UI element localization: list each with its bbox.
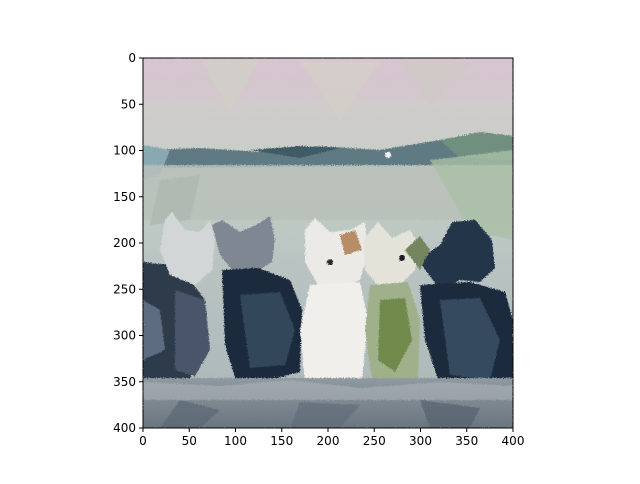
y-tick-label: 50 <box>121 97 136 111</box>
x-tick-label: 400 <box>502 434 525 448</box>
plot-image <box>143 58 513 428</box>
y-tick-label: 200 <box>113 236 136 250</box>
x-tick-label: 350 <box>455 434 478 448</box>
y-tick-label: 0 <box>128 51 136 65</box>
y-tick-label: 250 <box>113 282 136 296</box>
x-tick-label: 150 <box>270 434 293 448</box>
y-tick-label: 350 <box>113 375 136 389</box>
y-tick-label: 400 <box>113 421 136 435</box>
y-axis: 0 50 100 150 200 250 300 350 400 <box>113 51 143 435</box>
y-tick-label: 100 <box>113 144 136 158</box>
x-tick-label: 100 <box>224 434 247 448</box>
x-tick-label: 0 <box>139 434 147 448</box>
y-tick-label: 150 <box>113 190 136 204</box>
x-tick-label: 50 <box>182 434 197 448</box>
x-axis: 0 50 100 150 200 250 300 350 400 <box>139 428 524 448</box>
x-tick-label: 250 <box>363 434 386 448</box>
x-tick-label: 300 <box>409 434 432 448</box>
x-tick-label: 200 <box>317 434 340 448</box>
y-tick-label: 300 <box>113 329 136 343</box>
